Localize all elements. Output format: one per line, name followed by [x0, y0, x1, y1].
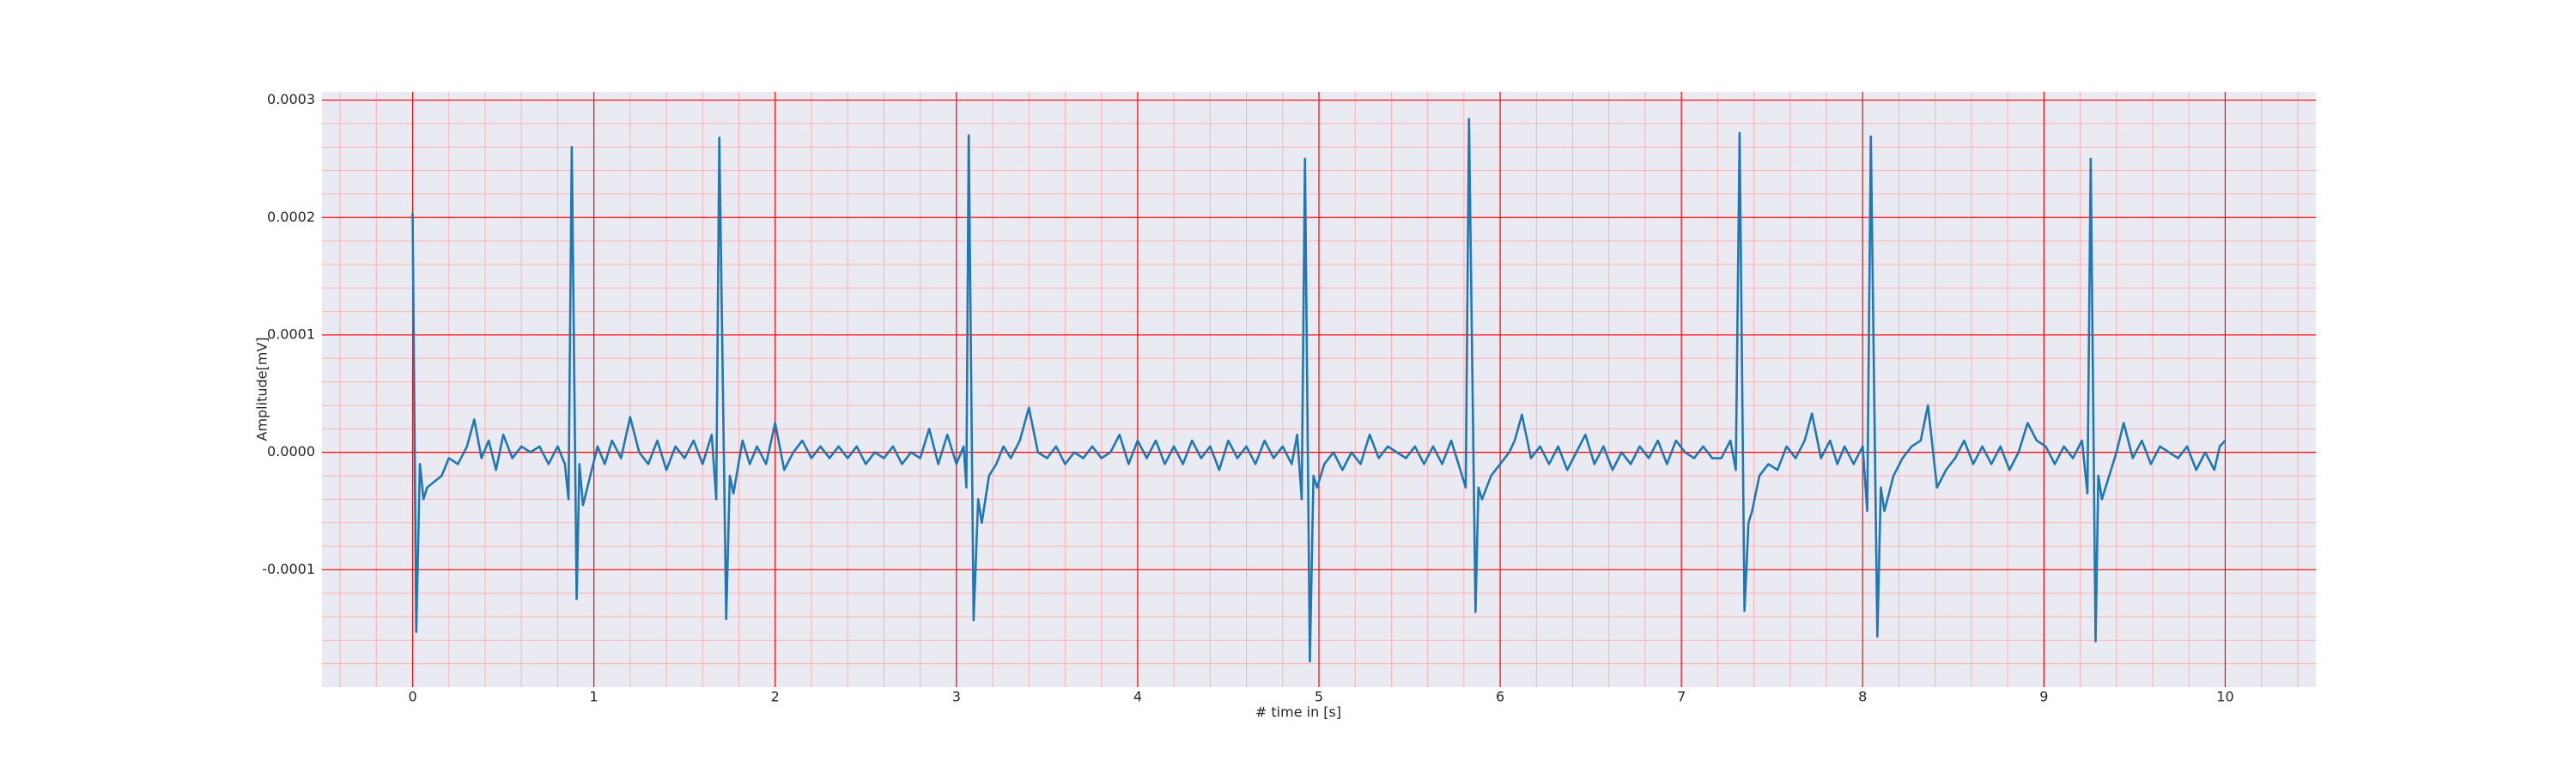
labels: 0 1 2 3 4 5 6 7 8 9 10 -0.0001 0.0000 0.0001 0.0002 0.0…: [262, 91, 2233, 704]
x-tick-label: 3: [952, 689, 961, 705]
x-tick-label: 9: [2039, 689, 2048, 705]
y-tick-label: 0.0000: [267, 443, 315, 460]
ecg-line: [411, 118, 2227, 663]
x-tick-label: 0: [408, 689, 416, 705]
x-tick-label: 4: [1133, 689, 1142, 705]
y-tick-label: 0.0003: [267, 91, 315, 107]
x-tick-label: 7: [1677, 689, 1686, 705]
x-tick-label: 5: [1315, 689, 1323, 705]
marks: [411, 118, 2227, 663]
y-tick-label: 0.0001: [267, 326, 315, 342]
x-tick-label: 6: [1496, 689, 1504, 705]
grid: [322, 92, 2316, 687]
x-tick-label: 8: [1858, 689, 1867, 705]
y-axis-label: Amplitude[mV]: [254, 337, 270, 441]
x-tick-label: 10: [2216, 689, 2233, 705]
y-tick-label: 0.0002: [267, 209, 315, 225]
x-tick-label: 1: [590, 689, 598, 705]
x-tick-label: 2: [771, 689, 780, 705]
x-axis-label: # time in [s]: [1255, 704, 1341, 721]
y-tick-label: -0.0001: [262, 561, 315, 577]
